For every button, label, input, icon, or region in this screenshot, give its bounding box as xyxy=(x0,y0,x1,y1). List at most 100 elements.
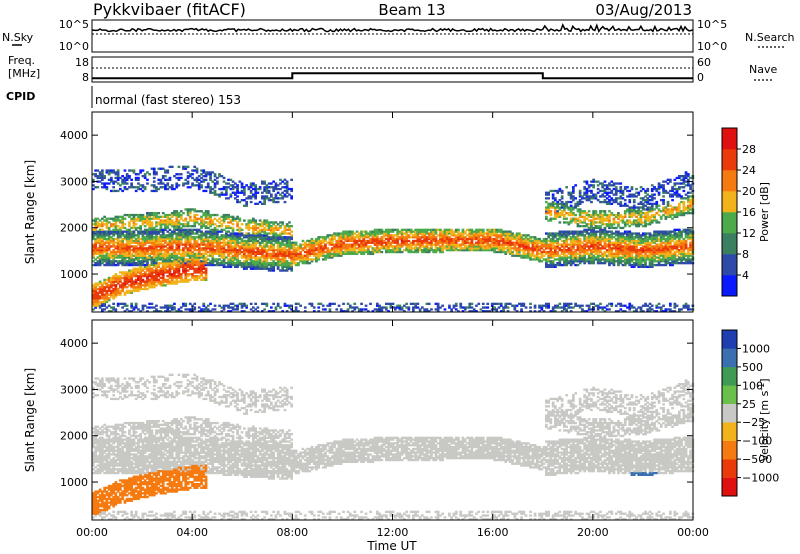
power-cell xyxy=(254,193,257,196)
power-cell xyxy=(139,187,142,191)
power-cell xyxy=(110,169,113,172)
power-cell xyxy=(249,256,253,259)
power-cell xyxy=(137,269,140,272)
power-cell xyxy=(148,239,151,243)
power-cell xyxy=(105,297,109,300)
power-cell xyxy=(193,213,197,217)
power-cell xyxy=(170,215,174,218)
power-cell xyxy=(245,223,248,226)
power-cell xyxy=(380,241,384,244)
power-cell xyxy=(281,254,284,257)
power-cell xyxy=(152,236,156,239)
power-cell xyxy=(493,243,496,246)
power-cell xyxy=(292,262,296,265)
power-cell xyxy=(245,202,248,205)
power-cell xyxy=(121,306,124,309)
power-cell xyxy=(103,302,106,305)
power-cell xyxy=(134,239,138,243)
power-cell xyxy=(94,241,97,244)
power-cell xyxy=(567,243,571,246)
power-cell xyxy=(186,171,190,174)
power-cell xyxy=(261,256,264,259)
power-cell xyxy=(459,234,463,237)
power-cell xyxy=(170,230,174,233)
power-cell xyxy=(229,250,233,254)
power-cell xyxy=(292,258,296,261)
power-cell xyxy=(107,297,111,300)
power-cell xyxy=(267,267,271,270)
power-cell xyxy=(137,276,140,280)
power-cell xyxy=(119,241,122,244)
power-cell xyxy=(405,241,408,244)
power-cell xyxy=(549,237,553,241)
power-cell xyxy=(461,232,465,235)
power-cell xyxy=(103,176,106,180)
power-cell xyxy=(227,243,230,246)
power-cell xyxy=(195,230,199,233)
power-cell xyxy=(211,308,215,311)
power-cell xyxy=(279,232,282,235)
power-cell xyxy=(279,247,282,250)
power-cell xyxy=(98,280,102,283)
power-cell xyxy=(184,252,188,255)
power-cell xyxy=(114,232,118,235)
power-cell xyxy=(218,263,221,267)
power-cell xyxy=(116,275,120,278)
power-cell xyxy=(119,236,122,239)
power-cell xyxy=(105,295,109,298)
power-cell xyxy=(506,249,510,252)
power-cell xyxy=(103,263,106,267)
power-cell xyxy=(263,262,266,265)
power-cell xyxy=(398,250,402,254)
power-cell xyxy=(443,239,447,243)
power-cell xyxy=(92,284,95,287)
power-cell xyxy=(367,239,370,243)
power-cell xyxy=(249,197,253,200)
power-cell xyxy=(146,230,149,233)
power-cell xyxy=(423,249,426,252)
power-cell xyxy=(123,260,127,263)
power-cell xyxy=(112,223,115,226)
power-cell xyxy=(459,247,463,250)
power-cell xyxy=(371,249,375,252)
power-cell xyxy=(405,239,408,243)
power-cell xyxy=(441,245,444,248)
power-cell xyxy=(542,249,546,252)
power-cell xyxy=(139,232,142,235)
power-cell xyxy=(258,265,262,268)
power-cell xyxy=(252,187,255,191)
power-cell xyxy=(252,182,255,185)
power-cell xyxy=(261,202,264,205)
power-cell xyxy=(511,234,514,237)
power-cell xyxy=(270,237,273,241)
power-cell xyxy=(373,239,377,243)
power-cell xyxy=(272,239,275,243)
power-cell xyxy=(130,254,133,257)
power-cell xyxy=(427,250,431,254)
power-cell xyxy=(177,228,181,231)
power-cell xyxy=(547,302,550,305)
power-cell xyxy=(105,187,109,191)
power-cell xyxy=(254,223,257,226)
power-cell xyxy=(139,169,142,172)
power-cell xyxy=(346,243,350,246)
power-cell xyxy=(152,232,156,235)
power-cell xyxy=(195,171,199,174)
power-cell xyxy=(243,219,246,222)
power-cell xyxy=(229,219,233,222)
power-cell xyxy=(150,213,154,217)
power-cell xyxy=(348,234,352,237)
power-cell xyxy=(107,243,111,246)
power-cell xyxy=(123,282,127,285)
power-cell xyxy=(240,232,244,235)
power-cell xyxy=(263,219,266,222)
power-cell xyxy=(105,234,109,237)
power-cell xyxy=(306,250,309,254)
power-cell xyxy=(159,219,163,222)
power-cell xyxy=(486,302,490,305)
power-cell xyxy=(288,193,291,196)
power-cell xyxy=(493,308,496,311)
power-cell xyxy=(177,258,181,261)
power-cell xyxy=(110,291,113,294)
power-cell xyxy=(486,310,490,313)
